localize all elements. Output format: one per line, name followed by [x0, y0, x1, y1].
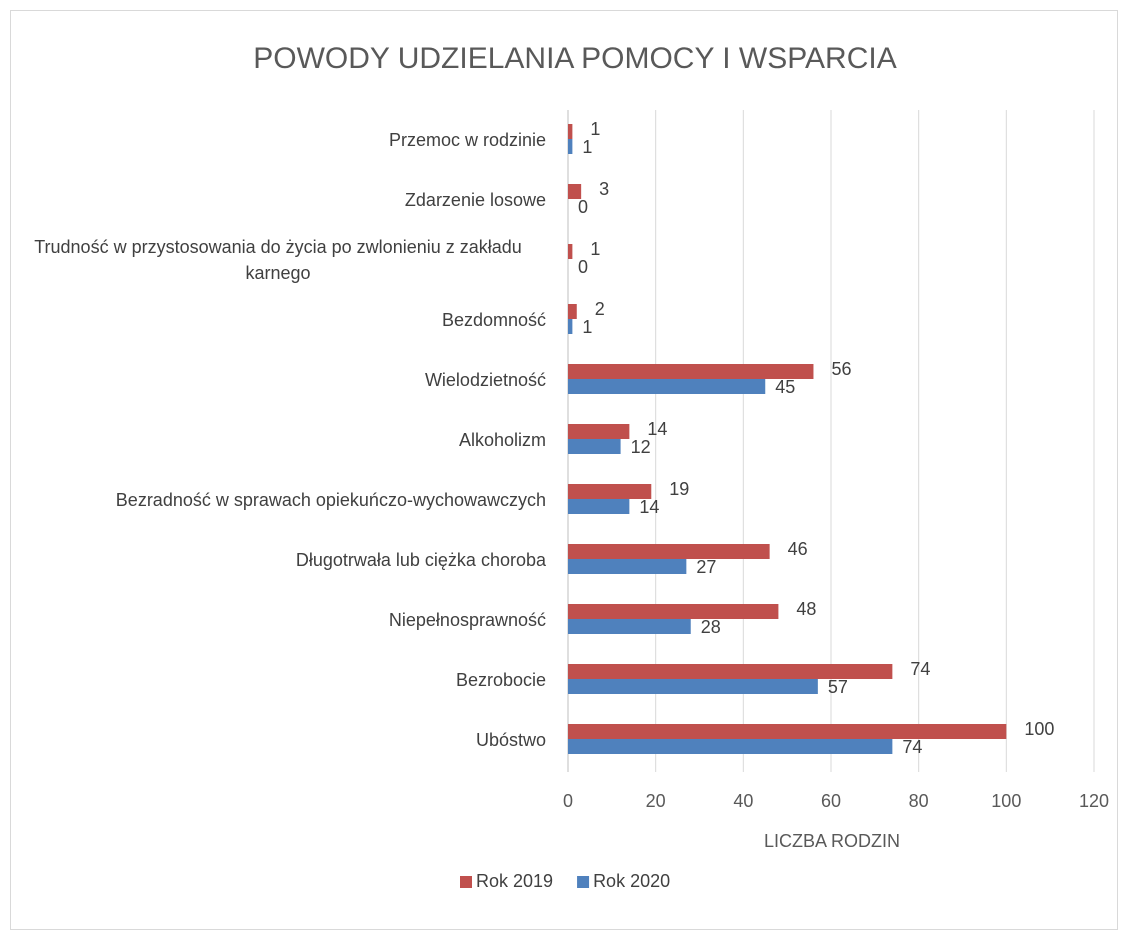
bar — [568, 124, 573, 139]
x-tick-label: 100 — [991, 791, 1021, 811]
bar — [568, 559, 687, 574]
x-tick-label: 20 — [646, 791, 666, 811]
data-label: 14 — [639, 497, 659, 517]
chart-title: POWODY UDZIELANIA POMOCY I WSPARCIA — [253, 42, 896, 75]
y-tick-label: Bezdomność — [441, 310, 546, 330]
x-tick-label: 40 — [733, 791, 753, 811]
data-label: 48 — [796, 599, 816, 619]
data-label: 57 — [828, 677, 848, 697]
x-tick-label: 80 — [909, 791, 929, 811]
y-tick-label: Zdarzenie losowe — [404, 190, 546, 210]
bar — [568, 304, 577, 319]
data-label: 1 — [582, 317, 592, 337]
data-label: 12 — [631, 437, 651, 457]
bar — [568, 379, 766, 394]
x-tick-label: 0 — [563, 791, 573, 811]
data-label: 1 — [582, 137, 592, 157]
data-label: 100 — [1024, 719, 1054, 739]
data-label: 0 — [578, 197, 588, 217]
x-tick-label: 60 — [821, 791, 841, 811]
chart-frame — [10, 10, 1118, 930]
data-label: 1 — [590, 239, 600, 259]
legend-label: Rok 2019 — [476, 871, 553, 891]
bar — [568, 244, 573, 259]
data-label: 46 — [788, 539, 808, 559]
data-label: 45 — [775, 377, 795, 397]
legend-swatch — [460, 876, 472, 888]
data-label: 27 — [696, 557, 716, 577]
y-tick-label: Wielodzietność — [424, 370, 546, 390]
y-tick-label: Niepełnosprawność — [388, 610, 546, 630]
bar — [568, 439, 621, 454]
legend-label: Rok 2020 — [593, 871, 670, 891]
bar — [568, 544, 770, 559]
data-label: 19 — [669, 479, 689, 499]
y-tick-label: Trudność w przystosowania do życia po zw… — [34, 237, 522, 283]
x-axis-title: LICZBA RODZIN — [764, 831, 900, 851]
data-label: 56 — [831, 359, 851, 379]
y-tick-label: Przemoc w rodzinie — [388, 130, 546, 150]
bar — [568, 739, 893, 754]
x-tick-label: 120 — [1079, 791, 1109, 811]
bar — [568, 424, 630, 439]
bar — [568, 679, 818, 694]
bar — [568, 604, 779, 619]
y-tick-label: Alkoholizm — [458, 430, 546, 450]
data-label: 74 — [910, 659, 930, 679]
data-label: 2 — [595, 299, 605, 319]
y-tick-label: Ubóstwo — [475, 730, 546, 750]
data-label: 3 — [599, 179, 609, 199]
legend-swatch — [577, 876, 590, 888]
data-label: 28 — [701, 617, 721, 637]
y-tick-label: Bezradność w sprawach opiekuńczo-wychowa… — [115, 490, 546, 510]
data-label: 1 — [590, 119, 600, 139]
bar — [568, 319, 573, 334]
data-label: 74 — [902, 737, 922, 757]
bar — [568, 664, 893, 679]
bar — [568, 499, 630, 514]
bar — [568, 364, 814, 379]
data-label: 0 — [578, 257, 588, 277]
bar — [568, 139, 573, 154]
y-tick-label: Bezrobocie — [455, 670, 546, 690]
bar — [568, 724, 1007, 739]
y-tick-label: Długotrwała lub ciężka choroba — [295, 550, 546, 570]
data-label: 14 — [647, 419, 667, 439]
bar — [568, 484, 652, 499]
bar — [568, 619, 691, 634]
bar — [568, 184, 582, 199]
